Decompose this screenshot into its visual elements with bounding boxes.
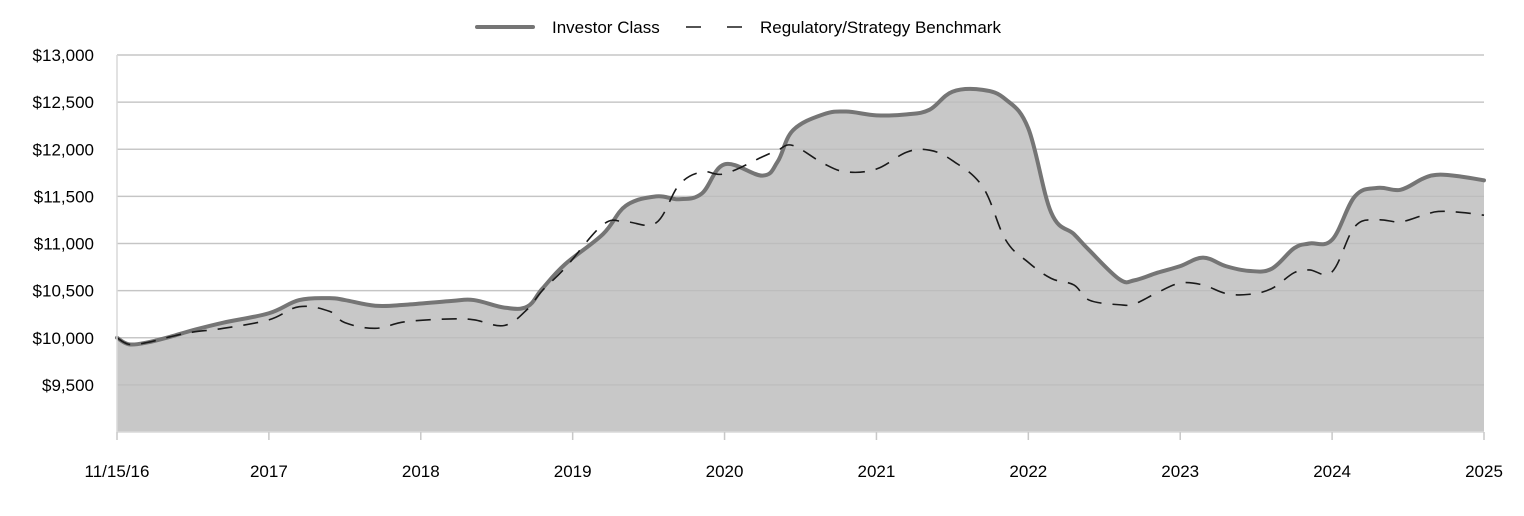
x-tick-label: 2024 bbox=[1313, 462, 1351, 481]
x-tick-label: 2021 bbox=[858, 462, 896, 481]
y-tick-label: $10,000 bbox=[33, 329, 94, 348]
axis-layer: $9,500 $10,000 $10,500 $11,000 $11,500 $12,00… bbox=[33, 46, 1503, 481]
x-tick-label: 2022 bbox=[1009, 462, 1047, 481]
y-tick-label: $9,500 bbox=[42, 376, 94, 395]
x-tick-label: 11/15/16 bbox=[85, 462, 150, 481]
x-tick-label: 2020 bbox=[706, 462, 744, 481]
x-tick-label: 2023 bbox=[1161, 462, 1199, 481]
legend-label-investor-class: Investor Class bbox=[552, 18, 660, 37]
y-tick-label: $11,000 bbox=[34, 235, 94, 254]
investor-class-line bbox=[115, 86, 1486, 347]
x-tick-label: 2018 bbox=[402, 462, 440, 481]
legend-label-benchmark: Regulatory/Strategy Benchmark bbox=[760, 18, 1001, 37]
y-tick-label: $10,500 bbox=[33, 282, 94, 301]
y-tick-label: $12,500 bbox=[33, 93, 94, 112]
benchmark-line bbox=[116, 144, 1485, 346]
area-layer bbox=[117, 54, 1484, 432]
y-tick-label: $12,000 bbox=[33, 140, 94, 159]
y-tick-label: $13,000 bbox=[33, 46, 94, 65]
legend: Investor Class Regulatory/Strategy Benchm… bbox=[475, 18, 1001, 37]
x-tick-label: 2025 bbox=[1465, 462, 1503, 481]
investor-class-area bbox=[117, 88, 1484, 432]
x-tick-label: 2017 bbox=[250, 462, 288, 481]
y-tick-label: $11,500 bbox=[34, 187, 94, 206]
x-tick-label: 2019 bbox=[554, 462, 592, 481]
line-layer bbox=[115, 86, 1486, 347]
